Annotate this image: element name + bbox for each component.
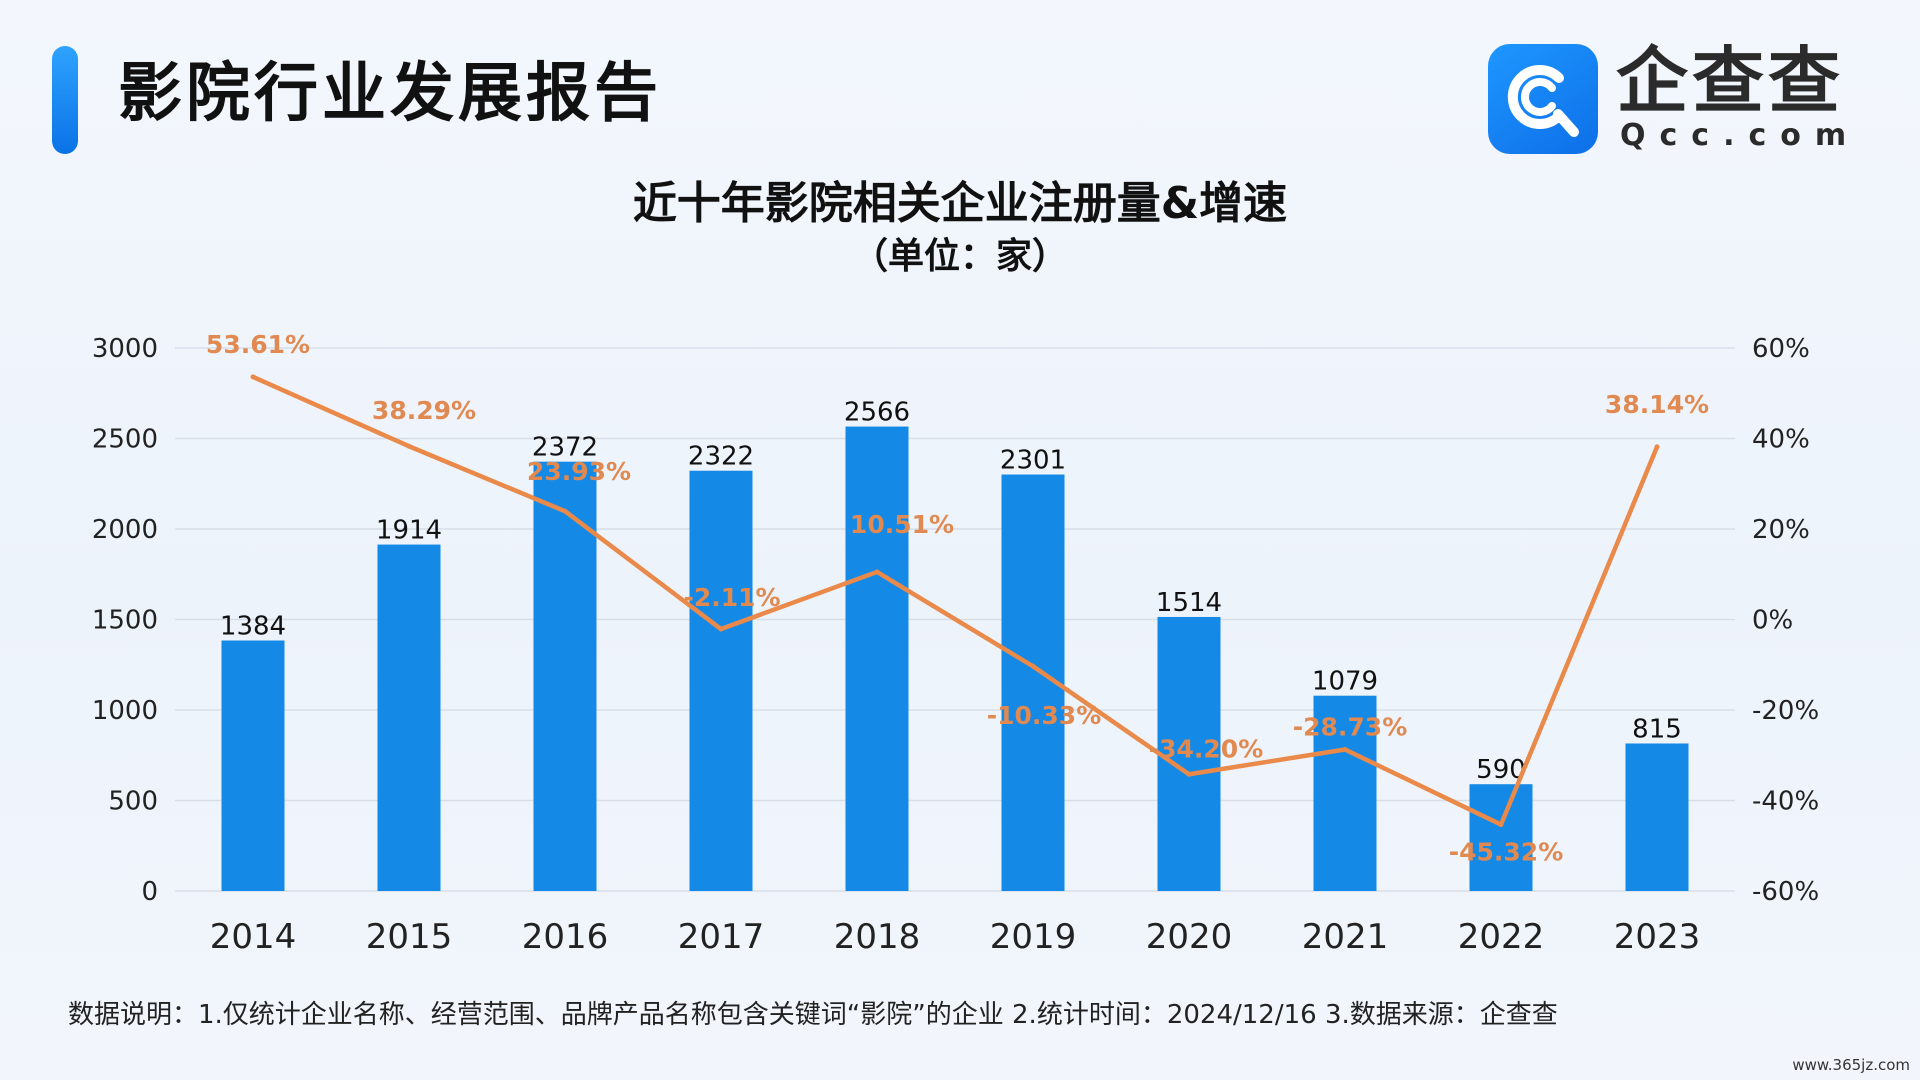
line-value-label: -28.73% [1293, 713, 1408, 742]
y-left-tick-label: 0 [141, 877, 158, 907]
growth-rate-point [562, 508, 568, 514]
y-right-tick-label: -60% [1752, 877, 1819, 907]
growth-rate-point [1342, 747, 1348, 753]
bar-value-label: 2372 [532, 433, 598, 463]
bar-value-label: 815 [1632, 714, 1682, 744]
line-value-label: -10.33% [987, 701, 1102, 730]
x-tick-label: 2023 [1614, 917, 1701, 957]
x-tick-label: 2017 [678, 917, 765, 957]
growth-rate-point [1030, 663, 1036, 669]
line-value-label: 53.61% [206, 330, 310, 359]
bar [689, 470, 753, 891]
growth-rate-point [718, 626, 724, 632]
x-tick-label: 2015 [366, 917, 453, 957]
y-left-tick-label: 2500 [92, 425, 158, 455]
logo-name: 企查查 [1616, 39, 1845, 123]
line-value-label: -2.11% [683, 583, 780, 612]
bar [845, 426, 909, 891]
data-footnote: 数据说明：1.仅统计企业名称、经营范围、品牌产品名称包含关键词“影院”的企业 2… [68, 1000, 1558, 1030]
logo-domain: Qcc.com [1620, 118, 1861, 153]
x-tick-label: 2019 [990, 917, 1077, 957]
qcc-magnifier-logo-icon [1488, 44, 1598, 154]
y-left-tick-label: 2000 [92, 515, 158, 545]
growth-rate-point [1654, 444, 1660, 450]
line-value-label: -34.20% [1149, 734, 1264, 763]
bar [377, 544, 441, 891]
bar [533, 461, 597, 891]
growth-rate-point [250, 374, 256, 380]
title-accent-bar [52, 46, 78, 154]
x-tick-label: 2016 [522, 917, 609, 957]
bar-value-label: 1384 [220, 611, 286, 641]
y-right-tick-label: -40% [1752, 787, 1819, 817]
bar-value-label: 1514 [1156, 588, 1222, 618]
bar [1469, 784, 1533, 891]
bar-value-label: 2322 [688, 442, 754, 472]
site-watermark: www.365jz.com [1792, 1056, 1910, 1074]
y-left-tick-label: 1000 [92, 696, 158, 726]
y-right-tick-label: -20% [1752, 696, 1819, 726]
growth-rate-point [1186, 771, 1192, 777]
line-value-label: 23.93% [527, 457, 631, 486]
chart-subtitle: （单位：家） [851, 236, 1068, 277]
x-tick-label: 2022 [1458, 917, 1545, 957]
growth-rate-line [250, 374, 1660, 827]
y-right-tick-label: 40% [1752, 425, 1810, 455]
y-left-tick-label: 500 [108, 787, 158, 817]
x-tick-label: 2014 [210, 917, 297, 957]
line-value-label: 38.14% [1605, 390, 1709, 419]
qcc-logo: 企查查 Qcc.com [1488, 40, 1878, 156]
bar [1313, 695, 1377, 891]
line-value-label: 10.51% [850, 510, 954, 539]
bar [221, 640, 285, 891]
y-right-tick-label: 0% [1752, 606, 1793, 636]
bar-value-label: 2301 [1000, 446, 1066, 476]
growth-rate-point [874, 569, 880, 575]
x-tick-label: 2018 [834, 917, 921, 957]
x-tick-label: 2021 [1302, 917, 1389, 957]
line-value-label: 38.29% [372, 396, 476, 425]
bar-value-label: 2566 [844, 398, 910, 428]
line-value-label: -45.32% [1449, 838, 1564, 867]
bar-value-label: 1079 [1312, 667, 1378, 697]
y-left-tick-label: 3000 [92, 334, 158, 364]
growth-rate-point [406, 443, 412, 449]
bar-value-label: 1914 [376, 516, 442, 546]
growth-rate-point [1498, 822, 1504, 828]
chart-title: 近十年影院相关企业注册量&增速 [632, 178, 1288, 229]
bar [1625, 743, 1689, 891]
y-right-tick-label: 20% [1752, 515, 1810, 545]
report-title: 影院行业发展报告 [118, 57, 662, 131]
bar [1157, 616, 1221, 891]
y-right-tick-label: 60% [1752, 334, 1810, 364]
x-tick-label: 2020 [1146, 917, 1233, 957]
y-left-tick-label: 1500 [92, 606, 158, 636]
